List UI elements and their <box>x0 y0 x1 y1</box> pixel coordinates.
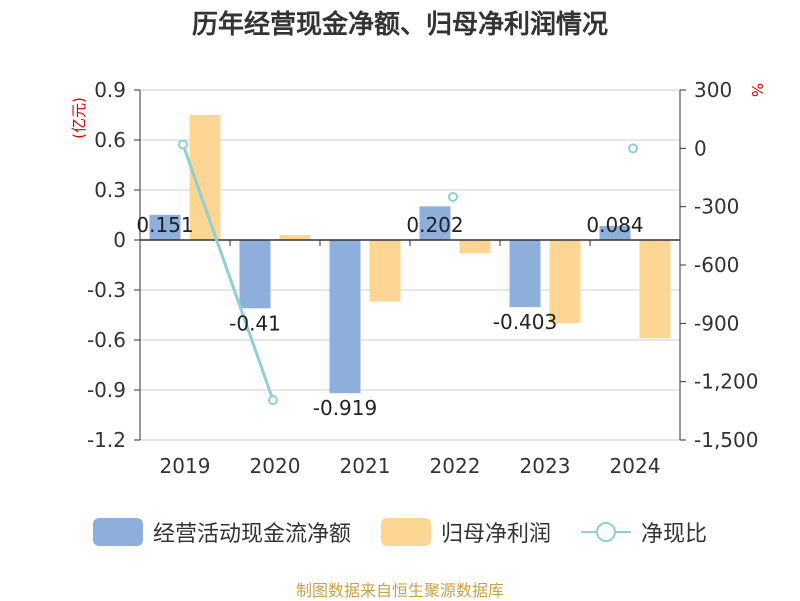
legend-swatch-cashflow <box>92 518 143 546</box>
left-axis-tick-label: -0.3 <box>87 278 126 302</box>
cashflow-bar <box>149 214 181 240</box>
legend-item-ratio[interactable]: 净现比 <box>581 516 707 548</box>
right-axis-tick-label: -300 <box>694 195 739 219</box>
ratio-point <box>268 395 278 406</box>
left-axis-tick-label: 0 <box>113 228 126 252</box>
cashflow-bar <box>419 206 451 240</box>
left-axis-tick-label: 0.6 <box>94 128 126 152</box>
chart-title: 历年经营现金净额、归母净利润情况 <box>191 10 608 40</box>
cashflow-data-label: 0.151 <box>136 213 193 237</box>
legend-label-netprofit: 归母净利润 <box>440 522 551 547</box>
cashflow-bar <box>329 240 361 394</box>
bars <box>149 115 671 394</box>
x-axis-tick-label: 2024 <box>610 454 661 478</box>
chart-canvas: 0.9 0.6 0.3 0 -0.3 -0.6 -0.9 -1.2 300 0 -300 -600 -9… <box>70 78 766 478</box>
ratio-point <box>448 191 458 202</box>
x-axis-tick-label: 2020 <box>250 454 301 478</box>
legend-swatch-netprofit <box>380 518 431 546</box>
legend-label-ratio: 净现比 <box>641 522 708 547</box>
ratio-line-segment <box>181 143 275 401</box>
cashflow-data-label: -0.403 <box>493 310 557 334</box>
left-axis-tick-label: -1.2 <box>87 428 126 452</box>
legend-item-cashflow[interactable]: 经营活动现金流净额 <box>92 516 351 548</box>
ratio-point <box>178 139 188 150</box>
ratio-point <box>628 143 638 154</box>
left-axis-unit-label: (亿元) <box>70 97 88 139</box>
right-axis-tick-label: 0 <box>694 136 707 160</box>
gridlines <box>140 89 680 441</box>
legend-label-cashflow: 经营活动现金流净额 <box>152 522 351 547</box>
ratio-line <box>178 139 638 406</box>
left-axis-tick-label: 0.3 <box>94 178 126 202</box>
netprofit-bar <box>459 240 491 254</box>
left-axis-tick-label: -0.6 <box>87 328 126 352</box>
x-axis-tick-label: 2019 <box>160 454 211 478</box>
left-axis-tick-label: -0.9 <box>87 378 126 402</box>
netprofit-bar <box>549 240 581 324</box>
data-labels: 0.151 -0.41 -0.919 0.202 -0.403 0.084 <box>136 213 643 420</box>
x-axis-tick-label: 2023 <box>520 454 571 478</box>
cashflow-bar <box>509 240 541 308</box>
legend: 经营活动现金流净额 归母净利润 净现比 <box>0 516 800 548</box>
left-axis-tick-label: 0.9 <box>94 78 126 102</box>
cashflow-data-label: 0.202 <box>406 213 463 237</box>
right-axis-tick-label: -600 <box>694 253 739 277</box>
cashflow-bar <box>599 226 631 240</box>
netprofit-bar <box>639 240 671 339</box>
cashflow-bar <box>239 240 271 309</box>
right-axis-tick-label: -1,500 <box>694 428 758 452</box>
cashflow-data-label: 0.084 <box>586 213 643 237</box>
x-axis-tick-label: 2021 <box>340 454 391 478</box>
legend-item-netprofit[interactable]: 归母净利润 <box>380 516 551 548</box>
netprofit-bar <box>279 235 311 240</box>
source-note: 制图数据来自恒生聚源数据库 <box>295 581 504 600</box>
axes: 0.9 0.6 0.3 0 -0.3 -0.6 -0.9 -1.2 300 0 -300 -600 -9… <box>70 78 766 478</box>
cashflow-data-label: -0.41 <box>229 311 281 335</box>
right-axis-tick-label: 300 <box>694 78 732 102</box>
x-axis-tick-label: 2022 <box>430 454 481 478</box>
cashflow-data-label: -0.919 <box>313 396 377 420</box>
right-axis-tick-label: -1,200 <box>694 370 758 394</box>
netprofit-bar <box>369 240 401 302</box>
right-axis-unit-label: % <box>748 83 766 97</box>
right-axis-tick-label: -900 <box>694 311 739 335</box>
legend-line-marker-icon <box>581 522 631 542</box>
